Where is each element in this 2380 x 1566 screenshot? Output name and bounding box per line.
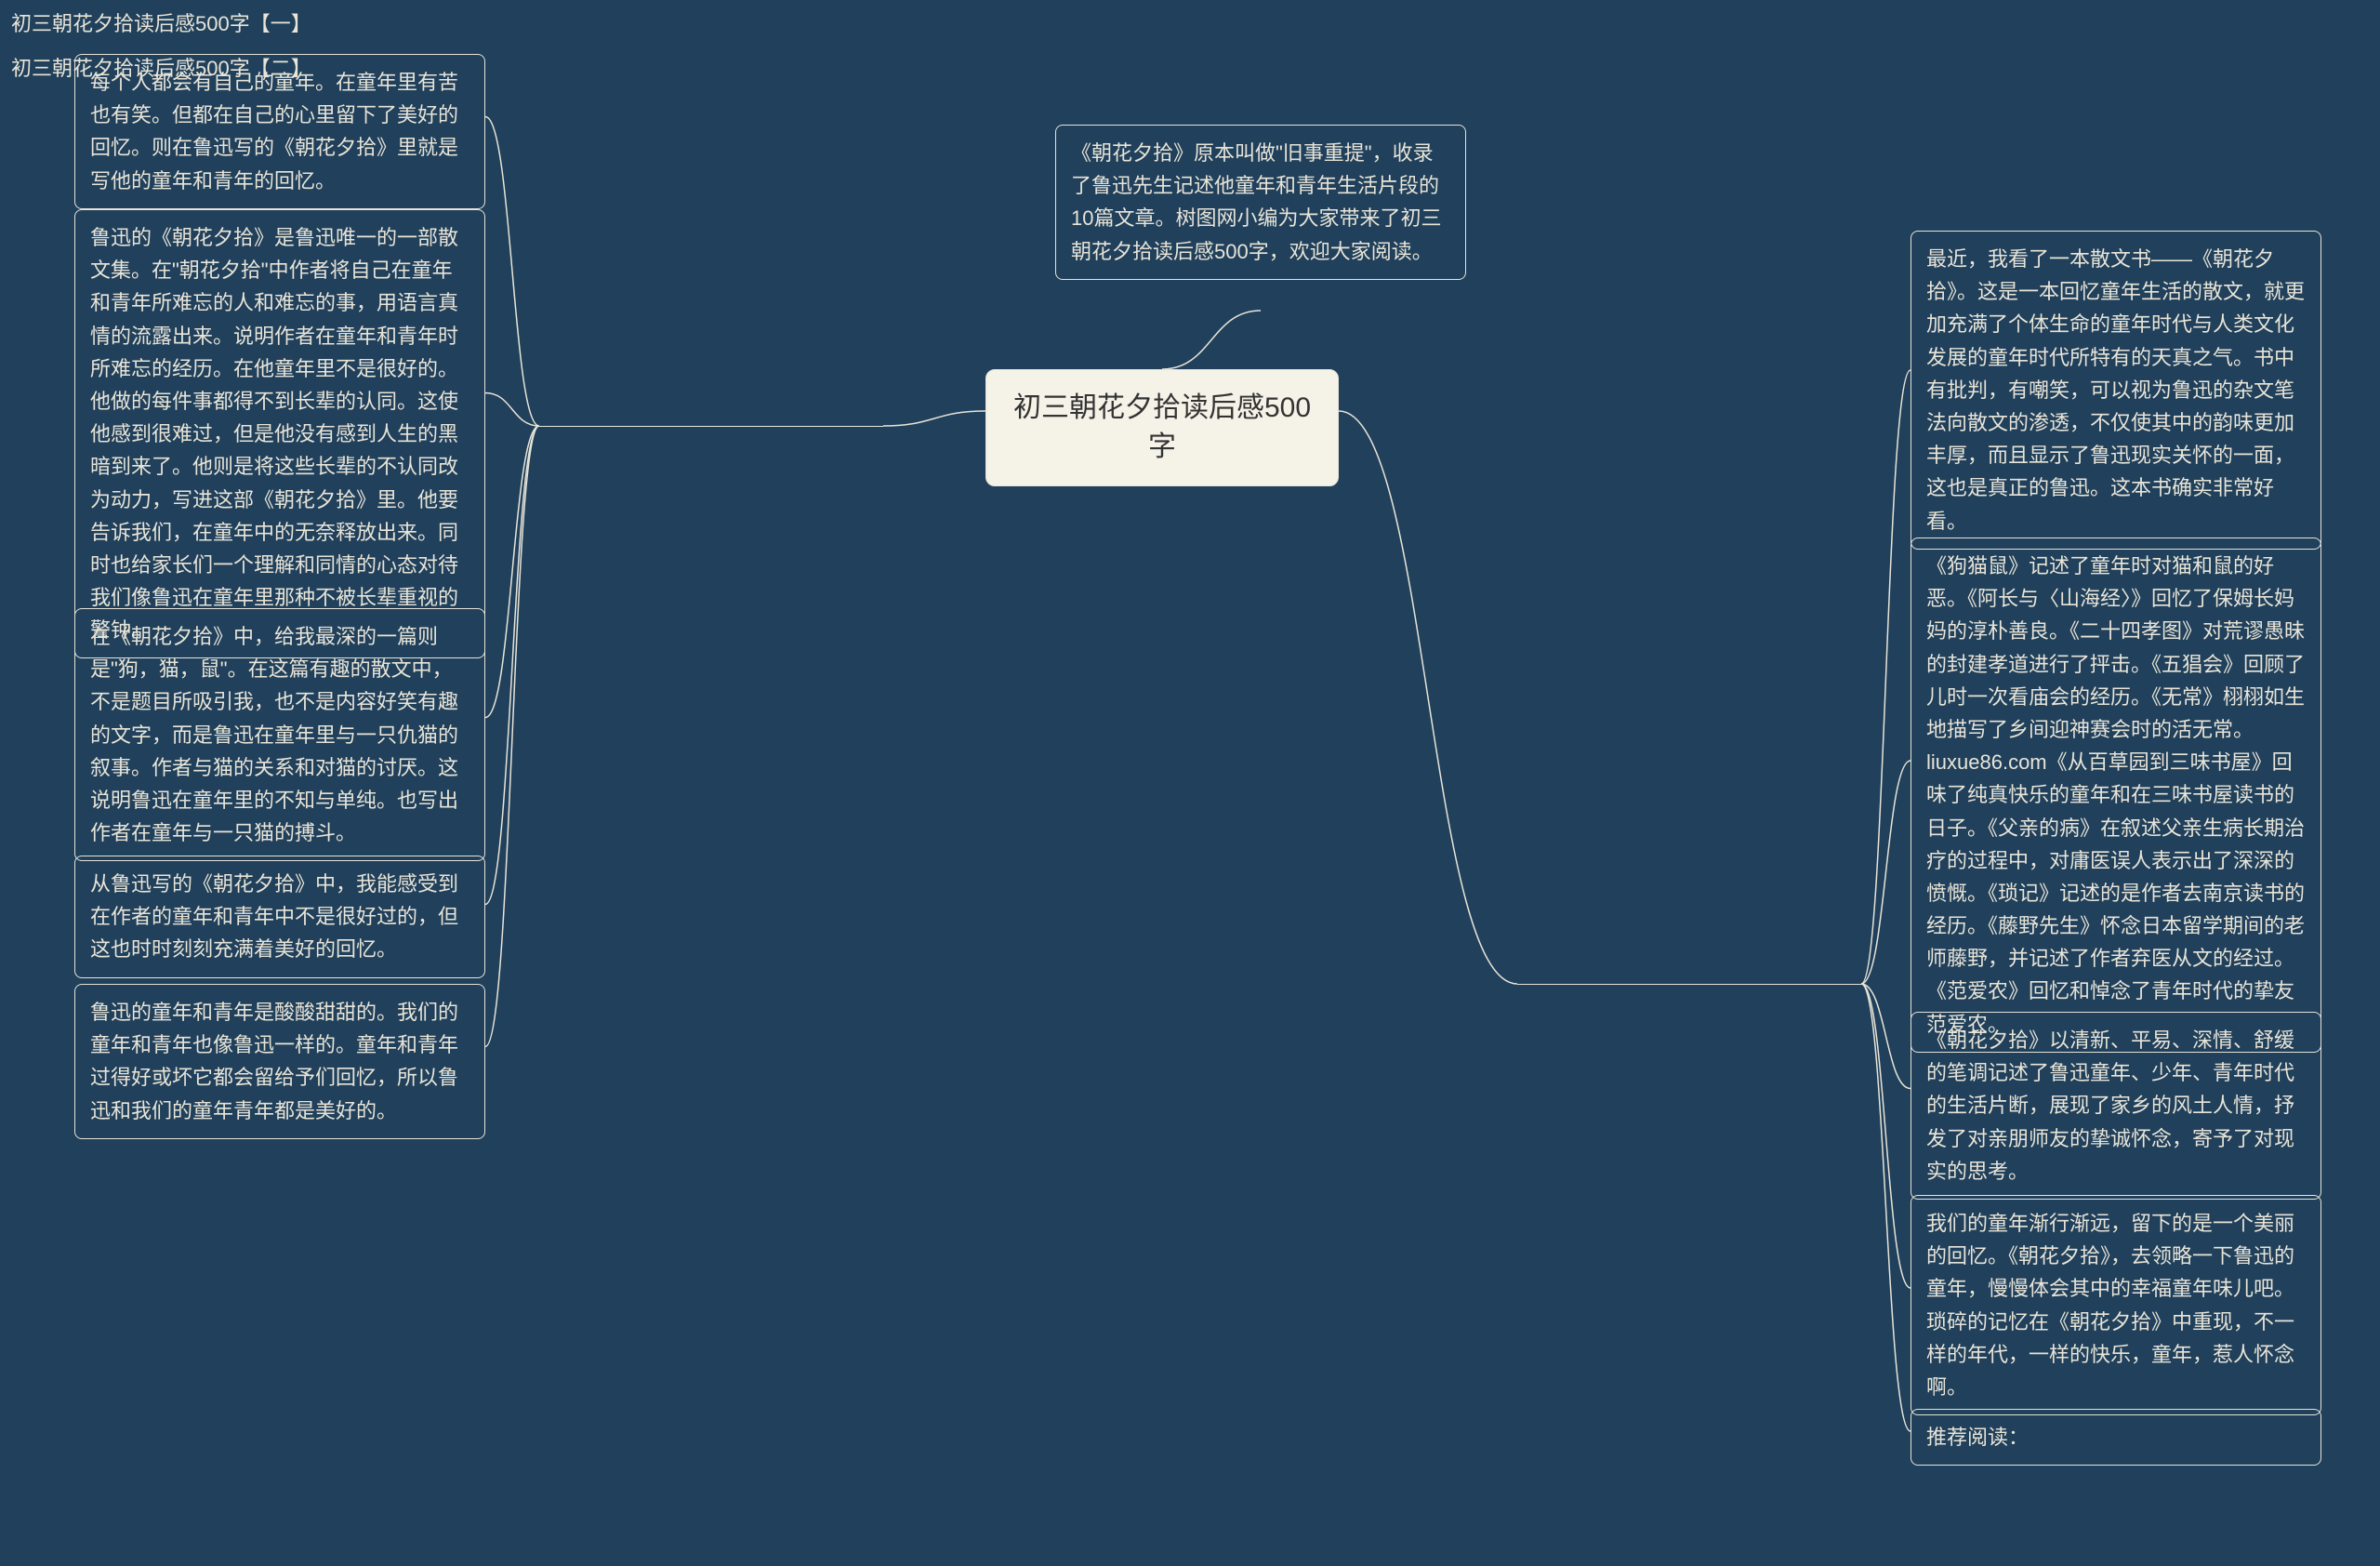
right-leaf-3: 我们的童年渐行渐远，留下的是一个美丽的回忆。《朝花夕拾》，去领略一下鲁迅的童年，… [1911, 1195, 2321, 1415]
right-leaf-1-text: 《狗猫鼠》记述了童年时对猫和鼠的好恶。《阿长与〈山海经〉》回忆了保姆长妈妈的淳朴… [1926, 554, 2305, 1036]
intro-text: 《朝花夕拾》原本叫做"旧事重提"，收录了鲁迅先生记述他童年和青年生活片段的10篇… [1071, 141, 1441, 263]
left-leaf-2-text: 在《朝花夕拾》中，给我最深的一篇则是"狗，猫，鼠"。在这篇有趣的散文中，不是题目… [90, 625, 458, 844]
right-leaf-1: 《狗猫鼠》记述了童年时对猫和鼠的好恶。《阿长与〈山海经〉》回忆了保姆长妈妈的淳朴… [1911, 537, 2321, 1053]
left-leaf-4: 鲁迅的童年和青年是酸酸甜甜的。我们的童年和青年也像鲁迅一样的。童年和青年过得好或… [74, 984, 485, 1139]
right-leaf-0: 最近，我看了一本散文书——《朝花夕拾》。这是一本回忆童年生活的散文，就更加充满了… [1911, 231, 2321, 550]
left-leaf-0-text: 每个人都会有自己的童年。在童年里有苦也有笑。但都在自己的心里留下了美好的回忆。则… [90, 71, 458, 192]
right-leaf-3-text: 我们的童年渐行渐远，留下的是一个美丽的回忆。《朝花夕拾》，去领略一下鲁迅的童年，… [1926, 1212, 2294, 1399]
right-leaf-2: 《朝花夕拾》以清新、平易、深情、舒缓的笔调记述了鲁迅童年、少年、青年时代的生活片… [1911, 1012, 2321, 1200]
right-leaf-0-text: 最近，我看了一本散文书——《朝花夕拾》。这是一本回忆童年生活的散文，就更加充满了… [1926, 247, 2305, 533]
root-title: 初三朝花夕拾读后感500字 [1013, 392, 1311, 462]
left-leaf-2: 在《朝花夕拾》中，给我最深的一篇则是"狗，猫，鼠"。在这篇有趣的散文中，不是题目… [74, 608, 485, 861]
right-leaf-4-text: 推荐阅读： [1926, 1426, 2029, 1449]
left-subtitle-underline [539, 426, 883, 427]
left-leaf-0: 每个人都会有自己的童年。在童年里有苦也有笑。但都在自己的心里留下了美好的回忆。则… [74, 54, 485, 209]
root-node: 初三朝花夕拾读后感500字 [985, 369, 1339, 486]
left-leaf-1-text: 鲁迅的《朝花夕拾》是鲁迅唯一的一部散文集。在"朝花夕拾"中作者将自己在童年和青年… [90, 226, 458, 642]
left-leaf-3-text: 从鲁迅写的《朝花夕拾》中，我能感受到在作者的童年和青年中不是很好过的，但这也时时… [90, 872, 458, 961]
intro-node: 《朝花夕拾》原本叫做"旧事重提"，收录了鲁迅先生记述他童年和青年生活片段的10篇… [1055, 125, 1466, 280]
right-leaf-2-text: 《朝花夕拾》以清新、平易、深情、舒缓的笔调记述了鲁迅童年、少年、青年时代的生活片… [1926, 1029, 2294, 1183]
right-subtitle-underline [1517, 984, 1861, 985]
right-leaf-4: 推荐阅读： [1911, 1409, 2321, 1466]
left-leaf-1: 鲁迅的《朝花夕拾》是鲁迅唯一的一部散文集。在"朝花夕拾"中作者将自己在童年和青年… [74, 209, 485, 658]
left-subtitle-text: 初三朝花夕拾读后感500字【一】 [11, 12, 311, 35]
left-leaf-3: 从鲁迅写的《朝花夕拾》中，我能感受到在作者的童年和青年中不是很好过的，但这也时时… [74, 856, 485, 978]
left-leaf-4-text: 鲁迅的童年和青年是酸酸甜甜的。我们的童年和青年也像鲁迅一样的。童年和青年过得好或… [90, 1001, 458, 1122]
left-subtitle: 初三朝花夕拾读后感500字【一】 [0, 0, 344, 45]
